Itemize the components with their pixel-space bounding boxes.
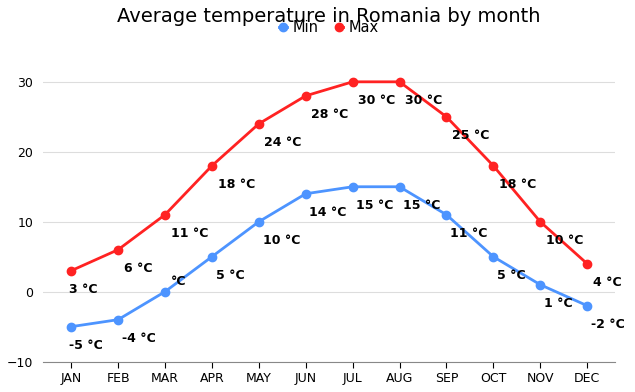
Max <box>443 114 450 119</box>
Min <box>114 317 122 322</box>
Title: Average temperature in Romania by month: Average temperature in Romania by month <box>117 7 541 26</box>
Text: 14 °C: 14 °C <box>309 206 347 220</box>
Max <box>114 247 122 252</box>
Text: 25 °C: 25 °C <box>452 129 490 142</box>
Text: -2 °C: -2 °C <box>591 318 625 331</box>
Text: 30 °C: 30 °C <box>405 94 443 107</box>
Max <box>67 269 75 273</box>
Text: 10 °C: 10 °C <box>546 234 583 247</box>
Max <box>302 93 309 98</box>
Text: 24 °C: 24 °C <box>264 136 302 149</box>
Text: 10 °C: 10 °C <box>262 234 300 247</box>
Min <box>490 254 497 259</box>
Text: 15 °C: 15 °C <box>403 200 441 212</box>
Min <box>537 282 544 287</box>
Text: 11 °C: 11 °C <box>171 227 208 240</box>
Max <box>396 80 403 84</box>
Max <box>208 163 216 168</box>
Max <box>349 80 356 84</box>
Legend: Min, Max: Min, Max <box>274 14 385 41</box>
Min <box>302 191 309 196</box>
Text: 28 °C: 28 °C <box>311 109 349 122</box>
Min <box>584 303 591 308</box>
Line: Min: Min <box>67 183 591 331</box>
Min <box>208 254 216 259</box>
Text: 5 °C: 5 °C <box>497 269 526 282</box>
Min <box>161 289 169 294</box>
Text: 18 °C: 18 °C <box>218 178 255 191</box>
Text: -5 °C: -5 °C <box>69 339 103 352</box>
Text: 11 °C: 11 °C <box>450 227 488 240</box>
Max <box>161 212 169 217</box>
Text: 4 °C: 4 °C <box>592 276 622 289</box>
Text: 30 °C: 30 °C <box>358 94 396 107</box>
Line: Max: Max <box>67 78 591 275</box>
Text: °C: °C <box>171 275 186 288</box>
Text: -4 °C: -4 °C <box>122 332 156 345</box>
Text: 18 °C: 18 °C <box>499 178 536 191</box>
Min <box>67 324 75 329</box>
Min <box>349 184 356 189</box>
Text: 15 °C: 15 °C <box>356 200 394 212</box>
Max <box>537 220 544 224</box>
Text: 5 °C: 5 °C <box>216 269 244 282</box>
Min <box>255 220 263 224</box>
Min <box>396 184 403 189</box>
Max <box>490 163 497 168</box>
Max <box>584 261 591 266</box>
Text: 1 °C: 1 °C <box>544 297 573 310</box>
Min <box>443 212 450 217</box>
Max <box>255 122 263 126</box>
Text: 3 °C: 3 °C <box>69 283 97 296</box>
Text: 6 °C: 6 °C <box>124 262 152 275</box>
